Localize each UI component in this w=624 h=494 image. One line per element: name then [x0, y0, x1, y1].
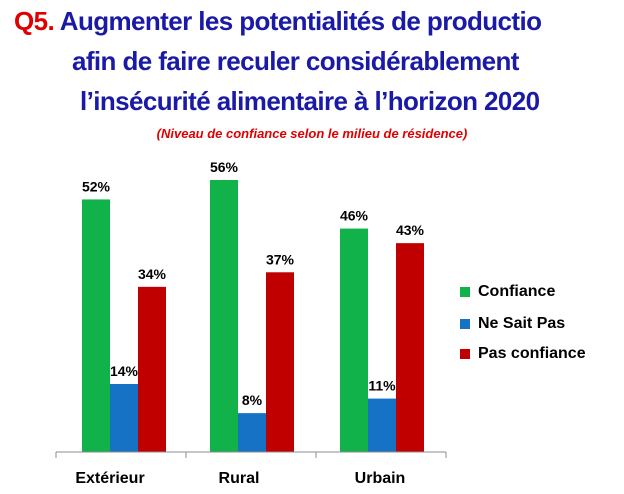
data-label: 14%: [110, 363, 139, 379]
bar: [340, 228, 368, 452]
bar: [138, 286, 166, 452]
data-label: 56%: [210, 159, 239, 175]
x-tick-label: Rural: [219, 470, 260, 487]
data-label: 46%: [340, 208, 369, 224]
x-tick-label: Extérieur: [75, 470, 144, 487]
title-line-2: afin de faire reculer considérablement: [72, 46, 519, 76]
bar: [396, 243, 424, 452]
x-tick-label: Urbain: [355, 470, 406, 487]
title-text-3: l’insécurité alimentaire à l’horizon 202…: [80, 86, 540, 116]
bar: [110, 384, 138, 452]
data-label: 11%: [368, 378, 396, 394]
bar: [266, 272, 294, 452]
bar: [82, 199, 110, 452]
legend-label: Pas confiance: [478, 345, 586, 362]
legend-swatch: [460, 287, 470, 297]
data-label: 8%: [242, 392, 263, 408]
data-label: 37%: [266, 251, 295, 267]
chart-subtitle: (Niveau de confiance selon le milieu de …: [156, 126, 468, 141]
legend-swatch: [460, 349, 470, 359]
title-line-1: Q5. Augmenter les potentialités de produ…: [14, 6, 542, 36]
title-line-3: l’insécurité alimentaire à l’horizon 202…: [80, 86, 540, 116]
title-question-number: Q5.: [14, 6, 55, 36]
legend-swatch: [460, 319, 470, 329]
data-label: 52%: [82, 178, 111, 194]
data-label: 43%: [396, 222, 425, 238]
bar: [368, 398, 396, 452]
bar: [238, 413, 266, 452]
legend-label: Ne Sait Pas: [478, 315, 566, 332]
title-text-2: afin de faire reculer considérablement: [72, 46, 519, 76]
title-text-1: Augmenter les potentialités de productio: [54, 6, 542, 36]
legend-label: Confiance: [478, 283, 556, 300]
data-label: 34%: [138, 266, 167, 282]
bar: [210, 180, 238, 452]
